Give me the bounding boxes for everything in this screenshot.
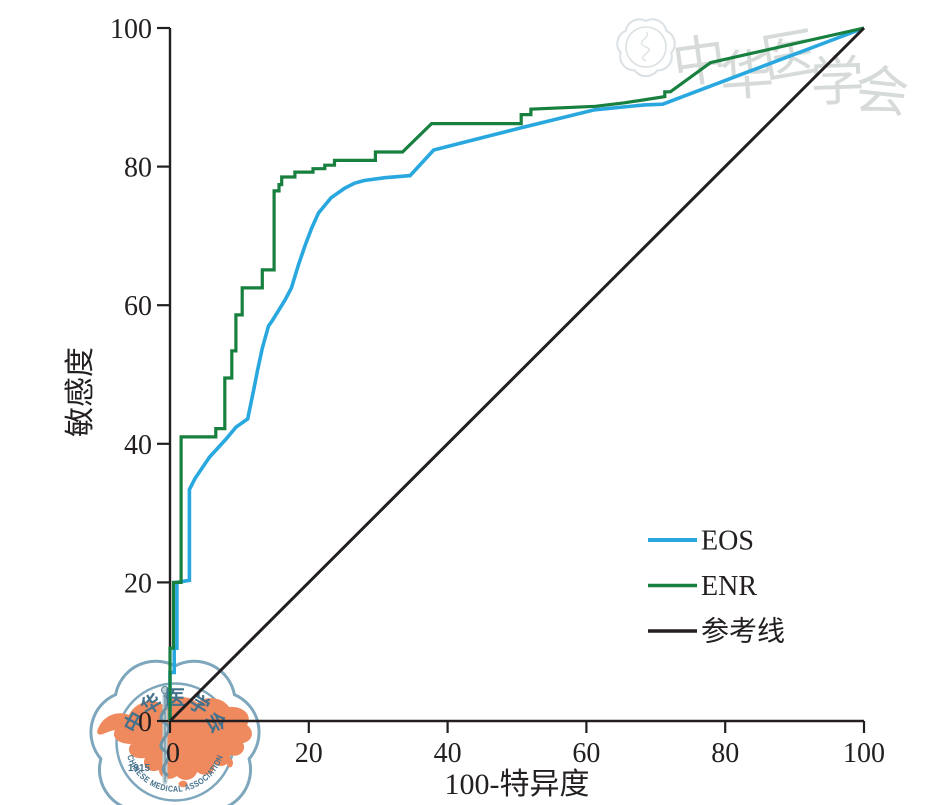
x-tick-label: 20: [295, 738, 323, 769]
logo-year: 1915: [128, 763, 151, 774]
curve-ENR: [168, 26, 865, 721]
watermark-logo-snake: [640, 31, 650, 62]
logo-china-map: [97, 697, 252, 780]
y-tick-label: 60: [124, 291, 152, 322]
y-tick-label: 40: [124, 430, 152, 461]
x-tick-label: 0: [166, 738, 180, 769]
legend-item-参考线: 参考线: [648, 616, 785, 648]
watermark-logo-circle: [625, 26, 667, 68]
roc-curves: [168, 26, 866, 723]
x-axis-title: 100-特异度: [445, 768, 590, 801]
watermark-script-char: 学: [809, 51, 865, 113]
cma-logo-group: 中华医学会CHINESE MEDICAL ASSOCIATION1915: [89, 659, 261, 805]
y-axis-title: 敏感度: [64, 347, 97, 437]
logo-taiwan-island: [227, 758, 233, 768]
curve-参考线: [168, 26, 866, 723]
y-tick-label: 20: [124, 568, 152, 599]
curve-EOS: [168, 26, 865, 721]
x-tick-label: 80: [711, 738, 739, 769]
legend: EOS ENR 参考线: [648, 526, 785, 648]
legend-label: 参考线: [701, 616, 785, 648]
x-tick-label: 60: [572, 738, 600, 769]
y-tick-label: 0: [138, 707, 152, 738]
legend-item-ENR: ENR: [648, 571, 757, 602]
legend-label: ENR: [701, 571, 757, 602]
logo-top-char: 医: [165, 688, 185, 710]
x-tick-label: 40: [434, 738, 462, 769]
watermark-logo-outline: [616, 18, 676, 78]
x-tick-label: 100: [843, 738, 885, 769]
watermark-script-char: 会: [852, 59, 912, 124]
logo-hainan-island: [178, 780, 188, 788]
axes: 0 20 40 60 80 100 0 20 40 60 80 100: [110, 14, 885, 769]
logo-snake: [159, 694, 171, 777]
y-tick-label: 100: [110, 14, 152, 45]
legend-label: EOS: [701, 526, 754, 557]
cma-logo: 中华医学会CHINESE MEDICAL ASSOCIATION1915: [89, 659, 261, 805]
legend-item-EOS: EOS: [648, 526, 754, 557]
y-tick-label: 80: [124, 153, 152, 184]
